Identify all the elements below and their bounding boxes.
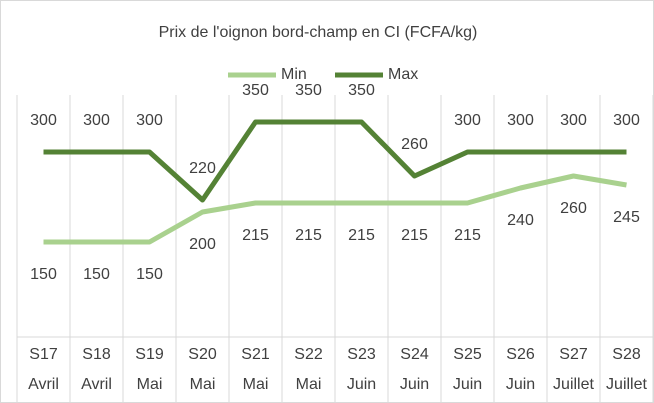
x-tick-label: Avril xyxy=(81,376,112,393)
data-label: 150 xyxy=(83,266,110,283)
x-tick-label: Juin xyxy=(453,376,482,393)
x-tick-label: Juillet xyxy=(606,376,647,393)
data-label: 220 xyxy=(189,160,216,177)
legend-label: Min xyxy=(281,66,307,83)
data-label: 300 xyxy=(507,112,534,129)
x-tick-label: Juin xyxy=(400,376,429,393)
data-label: 215 xyxy=(454,227,481,244)
data-label: 300 xyxy=(613,112,640,129)
series-line xyxy=(43,119,627,203)
x-tick-label: S19 xyxy=(135,346,164,363)
x-tick-label: Juin xyxy=(506,376,535,393)
x-tick-label: S28 xyxy=(612,346,641,363)
data-label: 240 xyxy=(507,212,534,229)
x-tick-label: Mai xyxy=(243,376,269,393)
series-line xyxy=(43,173,627,245)
data-label: 260 xyxy=(560,200,587,217)
x-tick-label: Mai xyxy=(137,376,163,393)
data-label: 300 xyxy=(560,112,587,129)
x-tick-label: Juin xyxy=(347,376,376,393)
x-tick-label: S22 xyxy=(294,346,323,363)
data-label: 300 xyxy=(30,112,57,129)
x-tick-label: S18 xyxy=(82,346,111,363)
data-label: 215 xyxy=(401,227,428,244)
data-label: 215 xyxy=(348,227,375,244)
x-tick-label: Mai xyxy=(296,376,322,393)
data-label: 150 xyxy=(30,266,57,283)
legend-label: Max xyxy=(388,66,418,83)
x-tick-label: Avril xyxy=(28,376,59,393)
data-label: 215 xyxy=(295,227,322,244)
data-label: 215 xyxy=(242,227,269,244)
data-label: 260 xyxy=(401,136,428,153)
x-tick-label: S24 xyxy=(400,346,429,363)
x-tick-label: S25 xyxy=(453,346,482,363)
data-label: 245 xyxy=(613,209,640,226)
data-label: 300 xyxy=(136,112,163,129)
x-tick-label: S27 xyxy=(559,346,588,363)
data-label: 300 xyxy=(454,112,481,129)
data-label: 300 xyxy=(83,112,110,129)
x-tick-label: Juillet xyxy=(553,376,594,393)
x-tick-label: S20 xyxy=(188,346,217,363)
x-tick-label: S23 xyxy=(347,346,376,363)
x-tick-label: S26 xyxy=(506,346,535,363)
data-label: 350 xyxy=(242,82,269,99)
data-label: 350 xyxy=(348,82,375,99)
x-tick-label: Mai xyxy=(190,376,216,393)
data-label: 150 xyxy=(136,266,163,283)
data-label: 200 xyxy=(189,236,216,253)
x-tick-label: S17 xyxy=(29,346,58,363)
chart-title: Prix de l'oignon bord-champ en CI (FCFA/… xyxy=(159,24,478,41)
x-tick-label: S21 xyxy=(241,346,270,363)
data-label: 350 xyxy=(295,82,322,99)
